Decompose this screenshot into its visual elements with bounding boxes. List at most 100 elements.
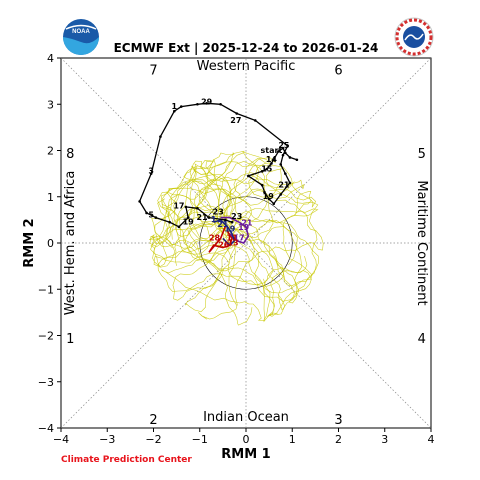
phase-label: 3	[334, 413, 342, 428]
observed-point	[265, 167, 269, 171]
observed-point	[230, 220, 234, 224]
forecast-day-label: 19	[224, 224, 236, 233]
phase-labels: 7 68 51 42 3	[66, 64, 426, 428]
observed-point	[284, 172, 287, 175]
y-tick-label: 1	[47, 191, 54, 204]
day-labels: start25141521192729135171921232321191719…	[148, 97, 290, 249]
observed-point	[138, 200, 141, 203]
observed-point	[277, 150, 280, 153]
day-label: 19	[183, 218, 195, 227]
observed-point	[272, 202, 276, 205]
day-label: 23	[231, 212, 242, 221]
day-label: 25	[278, 141, 290, 150]
phase-label: 4	[418, 332, 426, 347]
observed-point	[149, 172, 153, 175]
x-tick-label: 3	[381, 433, 388, 446]
ensemble-member-line	[154, 174, 233, 260]
noaa-logo: NOAA	[63, 19, 99, 55]
y-tick-label: −2	[38, 330, 54, 343]
observed-point	[196, 207, 199, 210]
ensemble-member-line	[172, 179, 252, 301]
day-label: 14	[266, 155, 278, 164]
observed-point	[177, 225, 181, 229]
observed-point	[260, 170, 264, 173]
day-label: 15	[261, 164, 273, 173]
forecast-day-label: 1	[211, 215, 217, 224]
day-label: start	[261, 146, 283, 155]
ensemble-member-line	[228, 190, 313, 294]
region-bottom: Indian Ocean	[203, 410, 289, 425]
observed-point	[288, 156, 292, 159]
day-label: 21	[196, 213, 208, 222]
ensemble-member-line	[210, 164, 317, 226]
phase-label: 2	[149, 413, 157, 428]
observed-point	[263, 190, 266, 194]
observed-point	[173, 109, 176, 113]
svg-text:NOAA: NOAA	[72, 29, 90, 35]
forecast-day-label: 17	[233, 234, 244, 243]
day-label: 19	[263, 192, 275, 201]
observed-series	[138, 102, 299, 229]
day-label: 17	[173, 201, 184, 210]
y-axis-label: RMM 2	[22, 218, 37, 267]
x-tick-label: 0	[243, 433, 250, 446]
forecast-mean-line	[220, 216, 250, 244]
y-tick-label: 4	[47, 52, 54, 65]
ensemble-member-line	[184, 199, 324, 270]
chart-title: ECMWF Ext | 2025-12-24 to 2026-01-24	[114, 41, 379, 55]
ensemble-member-line	[165, 181, 295, 249]
day-label: 29	[201, 97, 213, 106]
credit-text: Climate Prediction Center	[61, 455, 192, 465]
ensemble-member-line	[187, 211, 303, 302]
observed-point	[295, 158, 299, 162]
x-tick-label: 2	[335, 433, 342, 446]
observed-point	[186, 216, 190, 219]
region-right: Maritime Continent	[414, 180, 429, 305]
ensemble-member-line	[183, 150, 290, 227]
x-tick-label: −1	[192, 433, 208, 446]
day-label: 1	[172, 102, 178, 111]
y-tick-label: 3	[47, 98, 54, 111]
phase-label: 8	[66, 147, 74, 162]
observed-point	[279, 163, 282, 166]
observed-point	[253, 119, 257, 122]
ensemble-member-line	[149, 211, 223, 268]
x-axis-label: RMM 1	[221, 447, 270, 462]
day-label: 27	[230, 116, 241, 125]
observed-point	[184, 205, 188, 209]
observed-point	[281, 146, 285, 150]
x-tick-label: −2	[145, 433, 161, 446]
observed-point	[223, 218, 227, 222]
forecast-day-label: 21	[217, 220, 229, 229]
observed-point	[179, 105, 183, 108]
x-tick-label: 4	[428, 433, 435, 446]
region-top: Western Pacific	[197, 59, 296, 74]
ensemble-members	[149, 150, 324, 326]
observed-point	[207, 216, 211, 219]
phase-label: 5	[418, 147, 426, 162]
day-label: 5	[148, 211, 154, 220]
nws-logo	[394, 17, 434, 57]
forecast-day-label: 11	[227, 234, 239, 243]
observed-point	[145, 211, 148, 215]
forecast-day-label: 28	[209, 234, 221, 243]
x-tick-label: −3	[99, 433, 115, 446]
observed-point	[196, 102, 199, 106]
phase-label: 7	[149, 64, 157, 79]
ensemble-member-line	[225, 228, 312, 317]
ensemble-member-line	[161, 158, 232, 228]
phase-label: 6	[334, 64, 342, 79]
y-tick-label: −4	[38, 422, 54, 435]
forecast-mean-line	[208, 226, 233, 253]
y-tick-label: 2	[47, 145, 54, 158]
x-tick-label: −4	[53, 433, 69, 446]
ensemble-member-line	[219, 217, 300, 304]
observed-point	[286, 144, 289, 148]
day-label: 21	[278, 181, 290, 190]
observed-point	[279, 193, 282, 196]
observed-point	[270, 162, 273, 165]
x-tick-label: 1	[289, 433, 296, 446]
observed-point	[284, 151, 287, 155]
